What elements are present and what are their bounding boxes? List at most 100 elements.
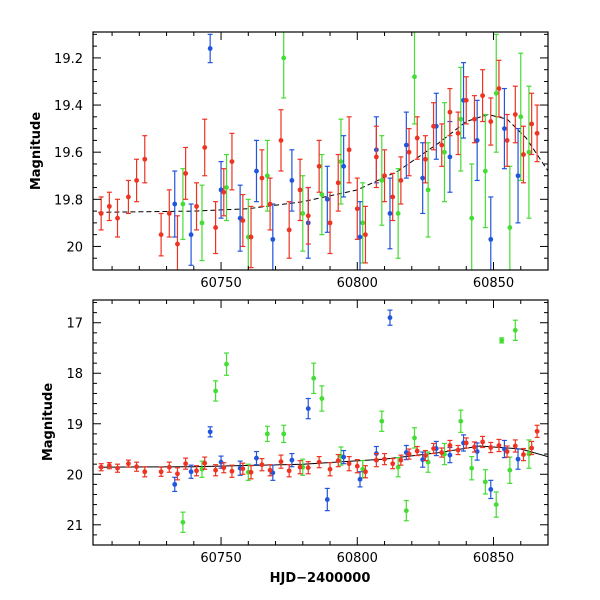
data-point — [488, 487, 494, 492]
data-point — [406, 451, 412, 457]
bottom-panel-frame — [92, 299, 549, 546]
data-point — [229, 468, 235, 474]
data-point — [142, 156, 148, 162]
data-point — [126, 194, 131, 200]
data-point — [207, 46, 213, 51]
data-point — [264, 431, 270, 437]
data-point — [360, 220, 366, 226]
data-point — [142, 469, 148, 475]
data-point — [300, 211, 306, 216]
data-point — [493, 502, 499, 507]
data-point — [183, 461, 189, 467]
bottom-series-1 — [172, 309, 521, 512]
data-point — [414, 448, 420, 454]
data-point — [472, 116, 477, 122]
data-point — [158, 469, 164, 475]
data-point — [496, 443, 502, 448]
data-point — [420, 175, 426, 181]
data-point — [403, 142, 409, 148]
data-point — [194, 203, 199, 209]
top-y-tick-label: 20 — [66, 240, 83, 255]
data-point — [319, 192, 325, 197]
data-point — [425, 187, 431, 193]
data-point — [373, 457, 379, 463]
data-point — [305, 213, 311, 219]
data-point — [414, 135, 420, 141]
data-point — [447, 452, 453, 458]
bottom-model-curve — [98, 445, 548, 468]
data-point — [158, 232, 164, 238]
data-point — [305, 465, 311, 471]
data-point — [463, 440, 469, 446]
data-point — [316, 459, 322, 465]
data-point — [412, 74, 417, 80]
data-point — [455, 130, 461, 136]
top-panel-tick-labels: 60750 60800 60850 19.2 19.4 19.6 19.8 20 — [54, 52, 514, 291]
bottom-panel: 60750 60800 60850 17 18 19 20 21 Magnitude HJD−… — [41, 299, 549, 586]
data-point — [183, 170, 189, 176]
data-point — [254, 168, 259, 174]
top-x-tick-label: 60800 — [337, 276, 378, 291]
bottom-y-tick-label: 19 — [66, 418, 83, 433]
data-point — [324, 196, 330, 202]
bottom-y-axis-title: Magnitude — [41, 383, 56, 462]
data-point — [248, 234, 254, 240]
data-point — [482, 479, 488, 485]
data-point — [512, 443, 518, 449]
data-point — [379, 178, 385, 183]
data-point — [526, 451, 532, 457]
data-point — [327, 466, 333, 472]
data-point — [515, 173, 521, 179]
data-point — [106, 463, 112, 469]
data-point — [357, 476, 363, 482]
data-point — [493, 90, 499, 96]
data-point — [458, 418, 464, 424]
bottom-y-tick-label: 20 — [66, 468, 83, 483]
data-point — [518, 114, 524, 120]
data-point — [499, 338, 505, 343]
data-point — [297, 187, 303, 193]
data-point — [175, 471, 180, 477]
top-panel: 60750 60800 60850 19.2 19.4 19.6 19.8 20 Magnit… — [29, 31, 549, 291]
data-point — [474, 137, 480, 143]
data-point — [264, 173, 270, 179]
data-point — [229, 159, 235, 165]
bottom-x-tick-label: 60750 — [200, 551, 241, 566]
data-point — [480, 93, 486, 99]
data-point — [324, 497, 330, 502]
bottom-x-tick-label: 60800 — [337, 551, 378, 566]
data-point — [534, 428, 540, 434]
data-point — [98, 211, 104, 216]
data-point — [488, 119, 494, 124]
data-point — [134, 464, 139, 470]
data-point — [512, 327, 518, 333]
bottom-y-tick-label: 17 — [66, 317, 83, 332]
bottom-series-2 — [180, 319, 532, 533]
data-point — [395, 211, 401, 216]
data-point — [305, 406, 311, 412]
data-point — [224, 361, 229, 367]
data-point — [482, 168, 488, 174]
top-series-2 — [180, 32, 532, 270]
data-point — [335, 458, 341, 464]
top-y-tick-label: 19.8 — [54, 193, 83, 208]
bottom-y-tick-label: 18 — [66, 367, 83, 382]
data-point — [422, 156, 428, 162]
top-y-axis-title: Magnitude — [29, 112, 44, 191]
data-point — [488, 445, 494, 450]
top-y-tick-label: 19.6 — [54, 146, 83, 161]
data-point — [515, 456, 521, 462]
data-point — [240, 466, 246, 472]
bottom-series-0 — [98, 424, 540, 481]
data-point — [248, 469, 254, 475]
data-point — [431, 446, 436, 451]
data-point — [398, 178, 404, 183]
data-point — [172, 201, 178, 207]
bottom-panel-tick-labels: 60750 60800 60850 17 18 19 20 21 — [66, 317, 514, 566]
data-point — [469, 215, 475, 221]
data-point — [289, 457, 295, 463]
data-point — [507, 467, 513, 473]
top-panel-marks — [98, 32, 548, 270]
data-point — [98, 464, 104, 470]
data-point — [512, 112, 518, 117]
